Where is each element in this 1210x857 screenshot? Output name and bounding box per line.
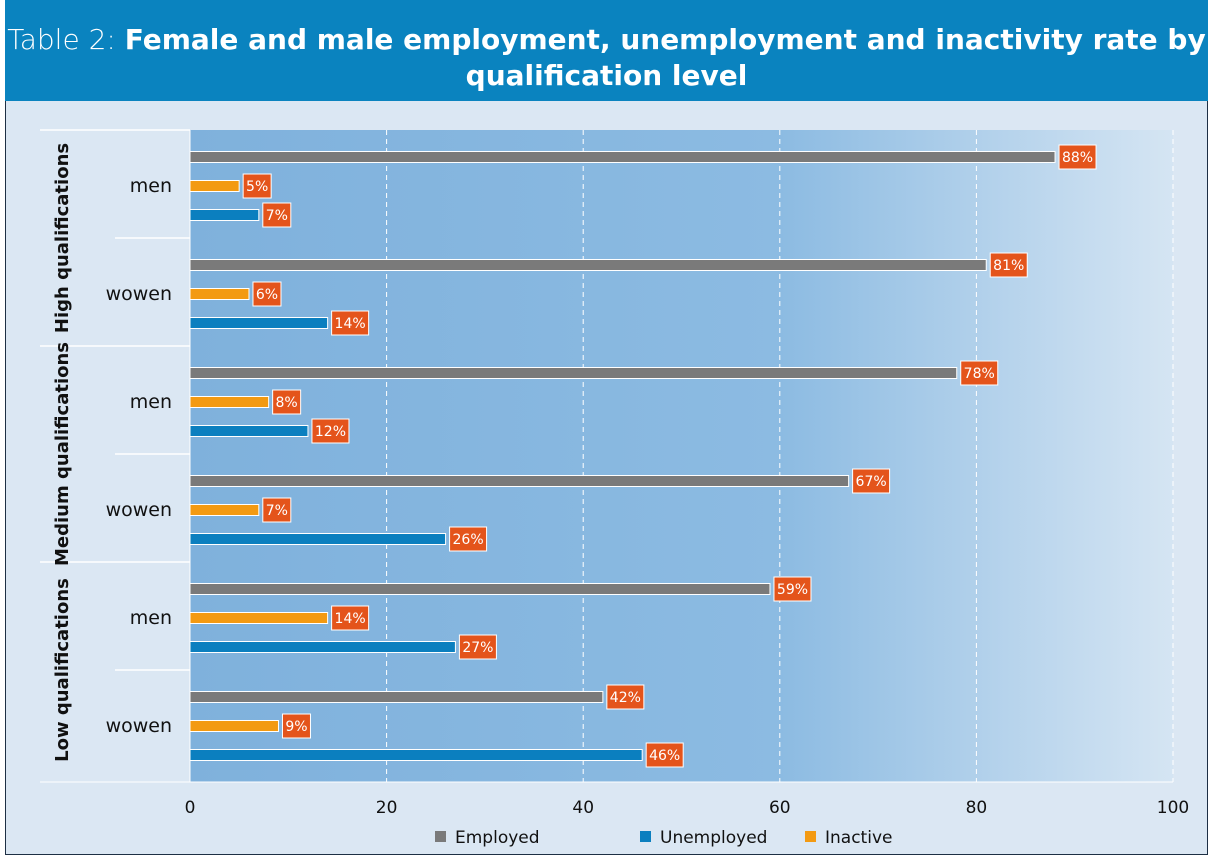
row-label: wowen	[106, 715, 172, 737]
bar-employed	[189, 691, 604, 703]
data-label-box	[242, 173, 272, 199]
bar-employed	[189, 475, 850, 487]
data-label-box	[645, 742, 684, 768]
x-tick-label: 80	[966, 798, 988, 818]
data-label-box	[606, 684, 645, 710]
bar-inactive	[189, 720, 279, 732]
legend-label-inactive: Inactive	[825, 828, 892, 848]
data-label: 8%	[276, 395, 298, 411]
row-label: men	[130, 607, 172, 629]
data-label-box	[331, 605, 370, 631]
row-label: men	[130, 391, 172, 413]
x-tick-label: 60	[769, 798, 791, 818]
data-label: 88%	[1062, 150, 1093, 166]
data-label-box	[458, 634, 497, 660]
data-label: 27%	[462, 640, 493, 656]
legend-swatch-unemployed	[640, 831, 651, 842]
bar-unemployed	[189, 533, 447, 545]
data-label: 42%	[610, 690, 641, 706]
x-tick-label: 40	[572, 798, 594, 818]
data-label: 6%	[256, 287, 278, 303]
group-label: Low qualifications	[52, 578, 73, 762]
group-label: High qualifications	[52, 143, 73, 333]
bar-employed	[189, 367, 958, 379]
bar-inactive	[189, 288, 250, 300]
data-label-box	[989, 252, 1028, 278]
data-label-box	[281, 713, 311, 739]
bars	[189, 151, 1056, 761]
data-label: 81%	[993, 258, 1024, 274]
data-label-box	[252, 281, 282, 307]
x-tick-label: 100	[1157, 798, 1189, 818]
x-tick-label: 20	[376, 798, 398, 818]
x-tick-label: 0	[185, 798, 196, 818]
labels: High qualifications men 88% 5% 7% wowen 81% 6% 1…	[52, 143, 1097, 768]
bar-inactive	[189, 612, 329, 624]
legend-swatch-inactive	[805, 831, 816, 842]
data-label: 59%	[777, 582, 808, 598]
data-label: 12%	[315, 424, 346, 440]
data-label-box	[331, 310, 370, 336]
chart-header: Table 2: Female and male employment, une…	[5, 0, 1208, 101]
legend-label-unemployed: Unemployed	[660, 828, 767, 848]
bar-unemployed	[189, 749, 643, 761]
data-label: 5%	[246, 179, 268, 195]
data-label: 67%	[856, 474, 887, 490]
legend-label-employed: Employed	[455, 828, 540, 848]
data-label-box	[272, 389, 302, 415]
bar-inactive	[189, 180, 240, 192]
data-label: 14%	[335, 316, 366, 332]
data-label: 78%	[964, 366, 995, 382]
gridlines: 0 20 40 60 80 100	[40, 130, 1189, 818]
plot-area	[190, 130, 1173, 782]
data-label-box	[1058, 144, 1097, 170]
data-label-box	[449, 526, 488, 552]
data-label-box	[960, 360, 999, 386]
data-label: 14%	[335, 611, 366, 627]
data-label: 7%	[266, 503, 288, 519]
data-label-box	[773, 576, 812, 602]
bar-employed	[189, 151, 1056, 163]
data-label: 7%	[266, 208, 288, 224]
row-label: wowen	[106, 499, 172, 521]
data-label: 26%	[453, 532, 484, 548]
chart-title: Female and male employment, unemployment…	[124, 23, 1206, 92]
row-label: wowen	[106, 283, 172, 305]
data-label-box	[262, 202, 292, 228]
data-label-box	[262, 497, 292, 523]
bar-unemployed	[189, 317, 329, 329]
bar-inactive	[189, 396, 270, 408]
data-label-box	[852, 468, 891, 494]
legend-swatch-employed	[435, 831, 446, 842]
data-label-box	[311, 418, 350, 444]
bar-inactive	[189, 504, 260, 516]
group-label: Medium qualifications	[52, 342, 73, 566]
data-label: 46%	[649, 748, 680, 764]
row-label: men	[130, 175, 172, 197]
bar-unemployed	[189, 209, 260, 221]
bar-employed	[189, 259, 987, 271]
title-prefix: Table 2:	[7, 23, 125, 56]
bar-unemployed	[189, 641, 456, 653]
group-separators	[40, 129, 190, 671]
legend: Employed Unemployed Inactive	[435, 828, 892, 848]
bar-unemployed	[189, 425, 309, 437]
data-label: 9%	[285, 719, 307, 735]
bar-employed	[189, 583, 771, 595]
